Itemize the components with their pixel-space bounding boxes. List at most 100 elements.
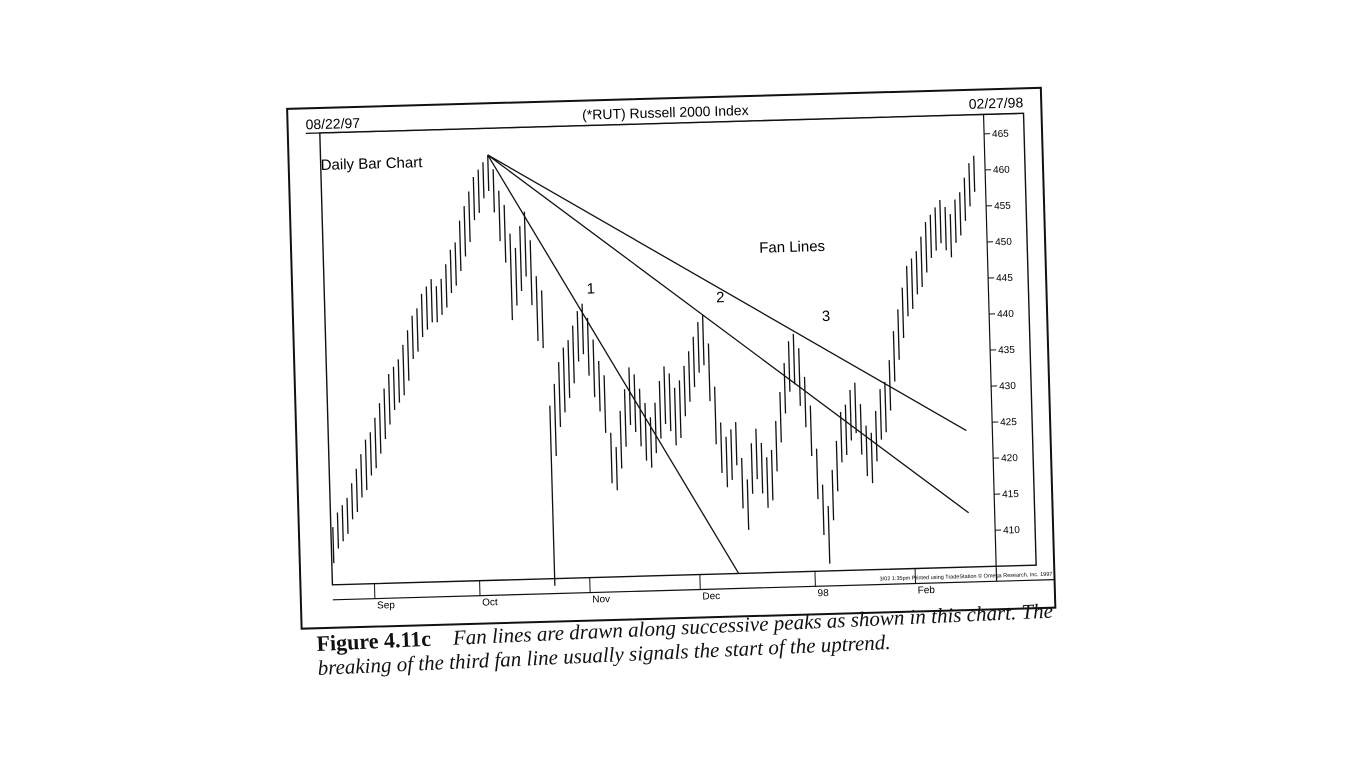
price-bar — [783, 362, 787, 414]
price-bar — [668, 373, 672, 432]
fan-line — [487, 154, 970, 514]
price-bar — [839, 411, 843, 463]
price-bar — [849, 390, 853, 441]
chart-title: (*RUT) Russell 2000 Index — [582, 102, 749, 123]
price-bar — [411, 315, 414, 359]
price-bar — [755, 428, 758, 480]
y-tick-label: 455 — [994, 201, 1011, 212]
price-bar — [633, 374, 637, 433]
x-tick-label: Sep — [377, 600, 396, 612]
price-bar — [341, 505, 344, 542]
price-bar — [355, 468, 359, 512]
price-bar — [770, 449, 774, 501]
price-bar — [719, 422, 723, 473]
price-bar — [892, 331, 896, 382]
price-bar — [454, 242, 457, 286]
price-bar — [346, 497, 349, 534]
price-bar — [619, 410, 623, 469]
price-bar — [383, 388, 387, 440]
price-bar — [514, 247, 518, 306]
fan-lines — [487, 154, 970, 574]
price-bar — [787, 341, 791, 392]
price-bar — [730, 429, 733, 480]
price-bar — [687, 351, 691, 402]
price-bar — [944, 207, 947, 251]
price-bar — [576, 311, 580, 362]
figure-frame — [286, 86, 1057, 630]
price-bar — [831, 469, 835, 521]
price-bar — [440, 278, 443, 315]
price-bar — [735, 422, 738, 466]
x-tick-label: Nov — [592, 594, 610, 605]
price-bar — [406, 330, 410, 381]
price-bar — [458, 220, 462, 272]
price-bar — [519, 226, 523, 292]
price-bar — [725, 436, 729, 488]
price-bar — [792, 333, 796, 385]
price-bar — [581, 303, 585, 355]
y-tick-label: 420 — [1001, 453, 1018, 464]
y-tick-label: 440 — [997, 309, 1014, 320]
price-bar — [603, 375, 607, 433]
y-tick-label: 425 — [1000, 417, 1017, 428]
price-bar — [540, 290, 544, 349]
price-bar — [910, 258, 914, 309]
y-axis-line — [982, 114, 998, 582]
price-bar — [336, 512, 340, 549]
x-tick-label: Feb — [918, 585, 936, 596]
price-bar — [973, 155, 976, 192]
price-bar — [874, 410, 878, 462]
price-bar — [959, 192, 962, 236]
price-bar — [859, 404, 863, 455]
price-bar — [557, 362, 562, 427]
x-tick-label: 98 — [817, 588, 829, 599]
chart-label: Daily Bar Chart — [320, 154, 423, 174]
price-bar — [350, 483, 354, 520]
price-bar — [509, 233, 514, 321]
price-bar — [835, 440, 839, 492]
price-bar — [827, 506, 831, 564]
price-bar — [360, 454, 363, 498]
price-bar — [815, 448, 819, 500]
price-bar — [821, 484, 825, 536]
price-bar — [683, 365, 687, 417]
date-end: 02/27/98 — [969, 94, 1024, 112]
price-bar — [549, 405, 556, 586]
price-bar — [449, 249, 453, 293]
fan-line — [487, 154, 967, 432]
price-bar — [760, 442, 764, 494]
price-bar — [598, 360, 601, 412]
price-bar — [865, 425, 869, 477]
price-bar — [915, 251, 919, 295]
price-bar — [741, 457, 744, 509]
price-bar — [477, 169, 480, 213]
price-bar — [364, 439, 368, 491]
price-bar — [529, 240, 533, 306]
price-bar — [924, 222, 928, 273]
price-bar — [654, 402, 658, 454]
price-bar — [535, 276, 539, 342]
price-bar — [888, 360, 892, 411]
y-tick-label: 465 — [992, 129, 1009, 140]
price-bar — [374, 417, 377, 469]
price-bar — [697, 322, 700, 373]
price-bar — [673, 387, 677, 446]
price-bar — [628, 367, 632, 426]
price-bar — [567, 340, 571, 398]
price-bar — [809, 405, 813, 457]
price-bar — [954, 199, 957, 243]
price-bar — [435, 286, 438, 323]
footer-note: 3/02 1:35pm Printed using TradeStation ©… — [880, 571, 1053, 583]
price-bar — [766, 457, 769, 508]
price-bar — [707, 343, 711, 402]
fan-line-label: 3 — [822, 308, 831, 325]
price-bar — [901, 287, 905, 339]
price-bar — [897, 309, 900, 360]
price-bar — [701, 314, 705, 366]
price-bar — [879, 389, 883, 440]
price-bar — [572, 325, 575, 384]
price-bar — [779, 391, 782, 443]
y-axis: 465 460 455 450 445 440 435 430 425 420 415 410 — [984, 129, 1020, 536]
price-bar — [929, 214, 933, 258]
